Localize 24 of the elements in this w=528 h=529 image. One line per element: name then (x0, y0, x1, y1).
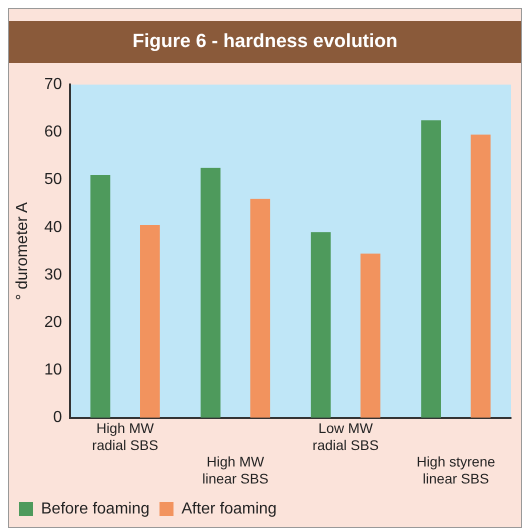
x-tick-label: High styrene linear SBS (416, 454, 496, 486)
y-tick-label: 60 (44, 124, 62, 141)
bar (90, 175, 110, 418)
bar (360, 254, 380, 418)
bar (421, 120, 441, 418)
y-tick-label: 40 (44, 218, 62, 236)
y-tick-label: 70 (44, 76, 62, 94)
bar (310, 232, 331, 418)
y-tick-label: 50 (44, 171, 62, 188)
legend-label: Before foaming (41, 500, 150, 518)
y-tick-label: 0 (53, 409, 62, 426)
chart-title: Figure 6 - hardness evolution (9, 21, 521, 63)
x-tick-label: Low MW radial SBS (312, 420, 379, 453)
x-tick-label: High MW radial SBS (92, 420, 158, 453)
bar (200, 168, 220, 418)
legend-label: After foaming (182, 500, 277, 518)
bar (470, 134, 491, 418)
bar (140, 225, 160, 418)
bar (250, 198, 270, 418)
y-tick-label: 20 (44, 314, 62, 332)
y-tick-label: 10 (44, 362, 62, 379)
y-axis-title: ° durometer A (14, 202, 32, 300)
x-tick-label: High MW linear SBS (202, 454, 268, 486)
y-tick-label: 30 (44, 266, 62, 284)
